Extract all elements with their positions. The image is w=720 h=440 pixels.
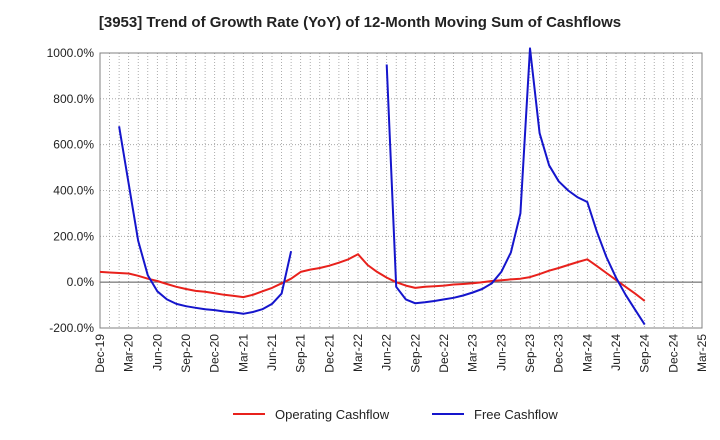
free-cashflow-line bbox=[385, 47, 646, 326]
x-tick-label: Mar-23 bbox=[466, 334, 480, 372]
y-axis-labels: 1000.0% 800.0% 600.0% 400.0% 200.0% 0.0% -200.… bbox=[47, 46, 95, 335]
x-tick-label: Mar-25 bbox=[695, 334, 709, 372]
x-tick-label: Dec-23 bbox=[552, 334, 566, 373]
x-tick-label: Dec-21 bbox=[322, 334, 336, 373]
x-tick-label: Jun-22 bbox=[380, 334, 394, 371]
free-cashflow-line bbox=[118, 126, 293, 315]
x-axis-labels: Dec-19 Mar-20 Jun-20 Sep-20 Dec-20 Mar-21 Jun-… bbox=[93, 334, 709, 373]
horizontal-grid bbox=[100, 52, 702, 329]
y-tick-label: 800.0% bbox=[53, 92, 94, 106]
x-tick-label: Sep-21 bbox=[294, 334, 308, 373]
y-tick-label: 1000.0% bbox=[47, 46, 95, 60]
x-tick-label: Sep-23 bbox=[523, 334, 537, 373]
legend-label-operating-cashflow: Operating Cashflow bbox=[275, 407, 390, 422]
legend: Operating Cashflow Free Cashflow bbox=[233, 407, 558, 422]
operating-cashflow-line bbox=[99, 253, 646, 302]
plot-frame bbox=[99, 52, 703, 329]
y-tick-label: 0.0% bbox=[67, 275, 95, 289]
chart-title: [3953] Trend of Growth Rate (YoY) of 12-… bbox=[98, 14, 622, 31]
y-tick-label: 600.0% bbox=[53, 138, 94, 152]
x-tick-label: Dec-20 bbox=[208, 334, 222, 373]
x-tick-label: Dec-22 bbox=[437, 334, 451, 373]
x-tick-label: Jun-23 bbox=[494, 334, 508, 371]
x-tick-label: Mar-24 bbox=[580, 334, 594, 372]
series-layer bbox=[99, 47, 646, 326]
x-tick-label: Mar-22 bbox=[351, 334, 365, 372]
x-tick-label: Jun-24 bbox=[609, 334, 623, 371]
x-tick-label: Mar-21 bbox=[236, 334, 250, 372]
y-tick-label: -200.0% bbox=[49, 321, 94, 335]
x-tick-label: Dec-19 bbox=[93, 334, 107, 373]
y-tick-label: 400.0% bbox=[53, 184, 94, 198]
x-tick-label: Dec-24 bbox=[666, 334, 680, 373]
x-tick-label: Jun-20 bbox=[150, 334, 164, 371]
legend-label-free-cashflow: Free Cashflow bbox=[474, 407, 558, 422]
x-tick-label: Sep-22 bbox=[408, 334, 422, 373]
x-tick-label: Sep-24 bbox=[638, 334, 652, 373]
y-tick-label: 200.0% bbox=[53, 229, 94, 243]
x-tick-label: Sep-20 bbox=[179, 334, 193, 373]
x-tick-label: Mar-20 bbox=[122, 334, 136, 372]
x-tick-label: Jun-21 bbox=[265, 334, 279, 371]
